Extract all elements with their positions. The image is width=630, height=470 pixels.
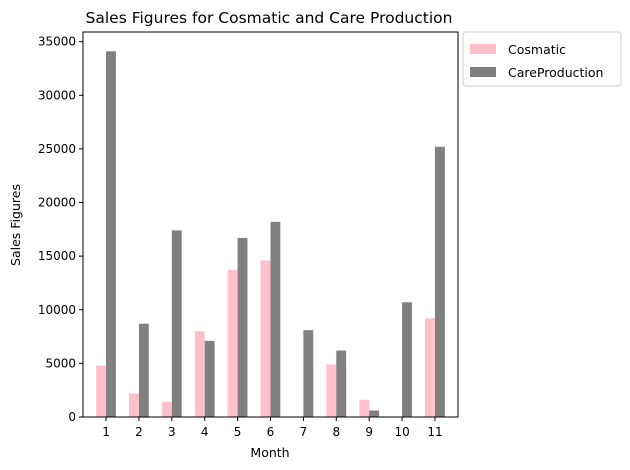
bar-cosmatic-month-3 — [161, 401, 172, 417]
bar-cosmatic-month-1 — [96, 365, 107, 417]
y-axis: 0 5000 10000 15000 20000 25000 30000 35000 — [38, 35, 83, 424]
y-tick-label: 20000 — [38, 196, 76, 210]
x-tick-label: 6 — [267, 425, 275, 439]
x-tick-label: 8 — [332, 425, 340, 439]
bar-cosmatic-month-4 — [194, 331, 205, 417]
y-tick-label: 15000 — [38, 249, 76, 263]
bar-careproduction-month-7 — [303, 330, 314, 417]
bar-cosmatic-month-11 — [425, 318, 435, 417]
x-axis-label: Month — [250, 445, 289, 460]
x-tick-label: 5 — [234, 425, 242, 439]
x-tick-label: 3 — [168, 425, 176, 439]
legend-label-careproduction: CareProduction — [508, 65, 603, 80]
y-tick-label: 25000 — [38, 142, 76, 156]
x-tick-label: 2 — [135, 425, 143, 439]
bar-careproduction-month-3 — [171, 230, 182, 417]
bar-cosmatic-month-8 — [326, 364, 337, 417]
x-tick-label: 9 — [365, 425, 373, 439]
legend-swatch-careproduction — [470, 67, 496, 77]
bar-cosmatic-month-9 — [359, 399, 370, 417]
x-tick-label: 10 — [394, 425, 409, 439]
bar-careproduction-month-4 — [204, 340, 215, 417]
legend-swatch-cosmatic — [470, 44, 496, 54]
legend-label-cosmatic: Cosmatic — [508, 42, 566, 57]
y-tick-label: 5000 — [45, 356, 76, 370]
x-tick-label: 1 — [102, 425, 110, 439]
x-tick-label: 11 — [427, 425, 442, 439]
legend-frame — [462, 31, 622, 87]
y-tick-label: 30000 — [38, 88, 76, 102]
bar-careproduction-month-5 — [237, 237, 248, 417]
bar-careproduction-month-8 — [336, 350, 347, 417]
x-axis: 1 2 3 4 5 6 7 8 9 10 11 — [102, 417, 443, 439]
x-tick-label: 4 — [201, 425, 209, 439]
bar-careproduction-month-1 — [106, 51, 116, 417]
bar-careproduction-month-6 — [270, 221, 281, 417]
bar-cosmatic-month-5 — [227, 270, 238, 417]
y-tick-label: 10000 — [38, 303, 76, 317]
bar-careproduction-month-11 — [434, 146, 445, 417]
bars-group — [96, 51, 445, 417]
chart-title: Sales Figures for Cosmatic and Care Prod… — [86, 9, 453, 27]
y-tick-label: 35000 — [38, 35, 76, 49]
bar-cosmatic-month-6 — [260, 260, 271, 417]
y-tick-label: 0 — [68, 410, 76, 424]
bar-careproduction-month-2 — [138, 323, 149, 417]
x-tick-label: 7 — [300, 425, 308, 439]
y-axis-label: Sales Figures — [8, 184, 23, 266]
legend: Cosmatic CareProduction — [462, 31, 622, 87]
bar-careproduction-month-10 — [402, 302, 412, 417]
bar-careproduction-month-9 — [369, 410, 380, 417]
bar-cosmatic-month-2 — [129, 393, 139, 417]
